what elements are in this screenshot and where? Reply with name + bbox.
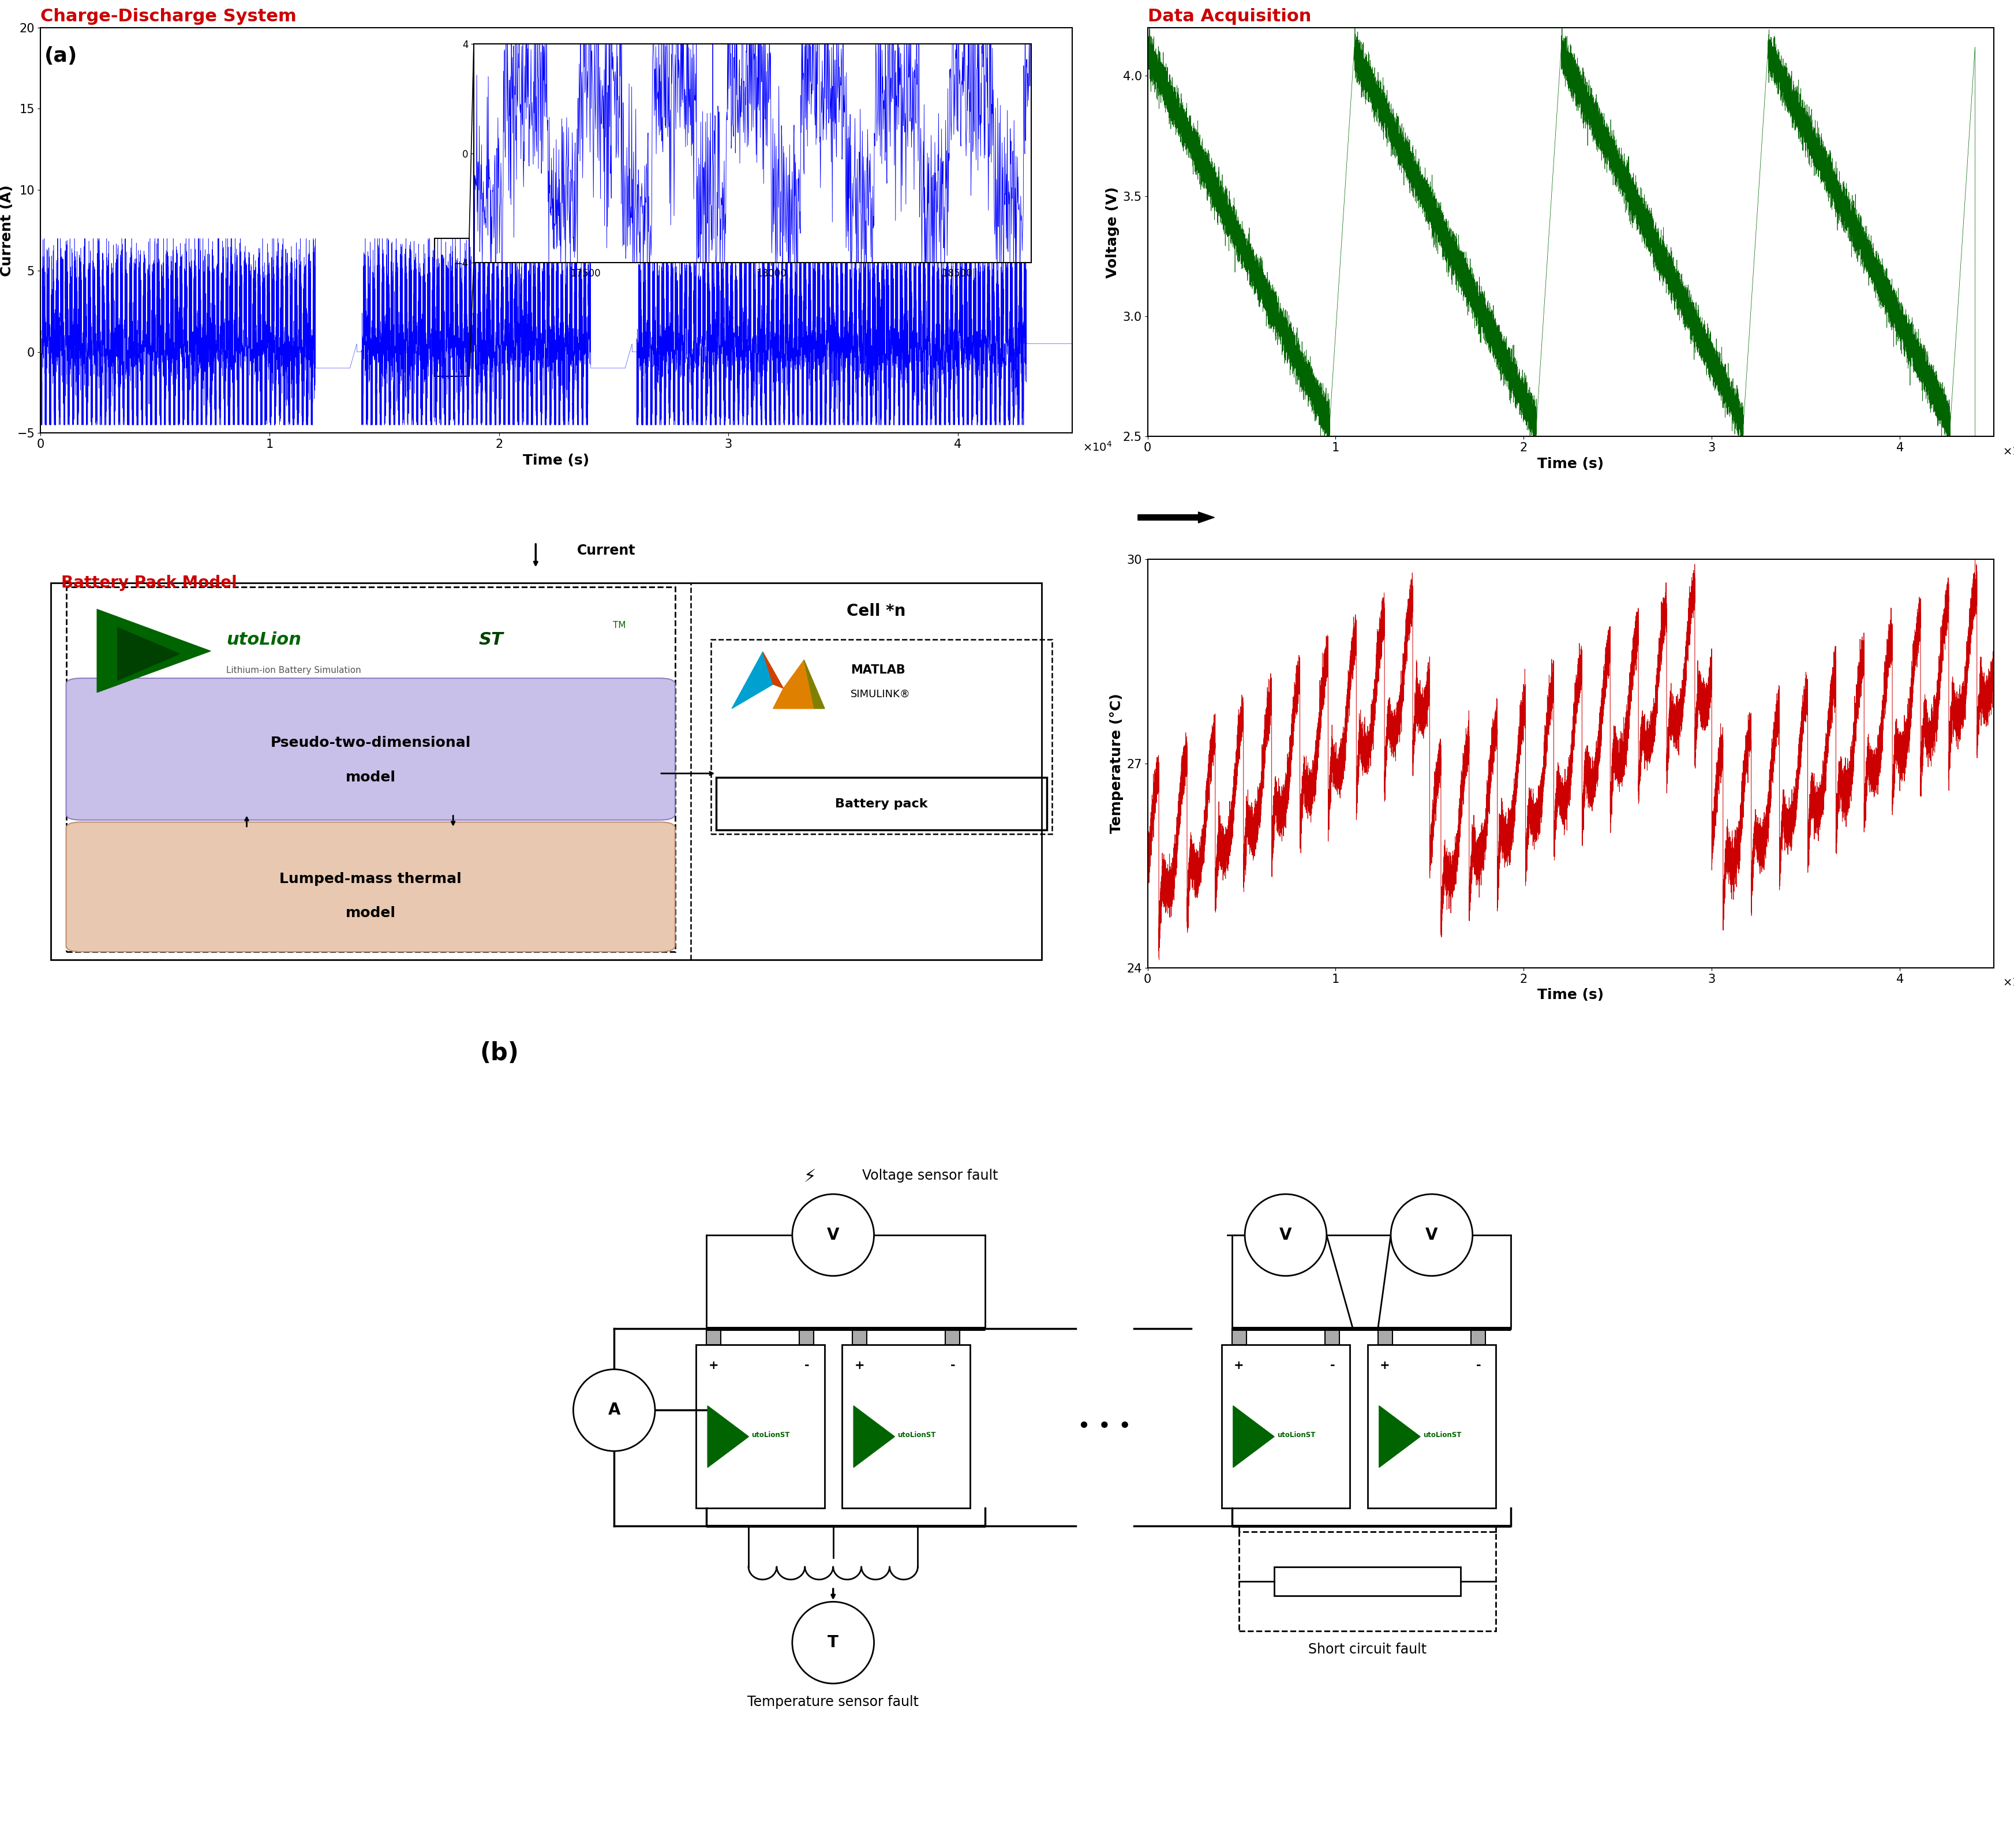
- Bar: [842, 1345, 971, 1508]
- Text: utoLion: utoLion: [226, 632, 300, 649]
- Text: Current: Current: [576, 543, 636, 558]
- Text: +: +: [1380, 1360, 1390, 1371]
- Text: Pseudo-two-dimensional: Pseudo-two-dimensional: [270, 736, 471, 750]
- Circle shape: [1392, 1194, 1472, 1275]
- Text: utoLionST: utoLionST: [898, 1432, 937, 1440]
- Text: Charge-Discharge System: Charge-Discharge System: [40, 7, 296, 24]
- Text: +: +: [709, 1360, 719, 1371]
- Bar: [1368, 1345, 1496, 1508]
- FancyBboxPatch shape: [66, 678, 675, 821]
- Text: (a): (a): [44, 46, 77, 67]
- Bar: [1325, 1329, 1339, 1345]
- Text: +: +: [1235, 1360, 1245, 1371]
- Polygon shape: [854, 1406, 894, 1467]
- Text: Battery Pack Model: Battery Pack Model: [60, 575, 238, 591]
- Bar: [945, 1329, 961, 1345]
- Text: -: -: [1476, 1360, 1480, 1371]
- Text: $\times 10^4$: $\times 10^4$: [1084, 442, 1112, 455]
- Bar: [711, 639, 1051, 833]
- Circle shape: [574, 1369, 655, 1451]
- Text: utoLionST: utoLionST: [1277, 1432, 1315, 1440]
- Bar: [1275, 1567, 1460, 1597]
- Bar: [852, 1329, 866, 1345]
- Text: Temperature sensor fault: Temperature sensor fault: [747, 1695, 918, 1709]
- Polygon shape: [117, 628, 179, 680]
- Polygon shape: [804, 660, 824, 708]
- Bar: [707, 1329, 721, 1345]
- Bar: [1220, 1345, 1349, 1508]
- X-axis label: Time (s): Time (s): [524, 453, 590, 468]
- Bar: [1233, 1329, 1247, 1345]
- Text: Cell *n: Cell *n: [846, 602, 906, 619]
- Polygon shape: [773, 660, 814, 708]
- Bar: [1470, 1329, 1486, 1345]
- Polygon shape: [731, 652, 773, 708]
- X-axis label: Time (s): Time (s): [1537, 456, 1603, 471]
- Text: model: model: [346, 906, 395, 920]
- FancyBboxPatch shape: [66, 822, 675, 952]
- Bar: [1378, 1329, 1392, 1345]
- Bar: [717, 778, 1047, 830]
- Text: model: model: [346, 771, 395, 784]
- Text: Lithium-ion Battery Simulation: Lithium-ion Battery Simulation: [226, 665, 361, 675]
- Circle shape: [1245, 1194, 1327, 1275]
- Text: ST: ST: [479, 632, 504, 649]
- Text: V: V: [828, 1227, 840, 1244]
- Y-axis label: Voltage (V): Voltage (V): [1106, 187, 1120, 277]
- Text: MATLAB: MATLAB: [850, 663, 904, 676]
- Polygon shape: [707, 1406, 749, 1467]
- Text: A: A: [608, 1403, 620, 1417]
- Bar: [697, 1345, 824, 1508]
- Bar: [800, 1329, 814, 1345]
- Text: Short circuit fault: Short circuit fault: [1309, 1643, 1426, 1656]
- Text: V: V: [1279, 1227, 1291, 1244]
- Text: • • •: • • •: [1077, 1416, 1132, 1438]
- Text: utoLionST: utoLionST: [1424, 1432, 1462, 1440]
- Text: -: -: [1329, 1360, 1335, 1371]
- Bar: [66, 588, 675, 952]
- Polygon shape: [1380, 1406, 1420, 1467]
- Polygon shape: [97, 610, 211, 693]
- Circle shape: [792, 1194, 874, 1275]
- Text: SIMULINK®: SIMULINK®: [850, 689, 910, 700]
- Text: Voltage sensor fault: Voltage sensor fault: [862, 1168, 999, 1183]
- Text: -: -: [804, 1360, 810, 1371]
- Circle shape: [792, 1602, 874, 1684]
- Text: Data Acquisition: Data Acquisition: [1148, 7, 1311, 24]
- Text: ⚡: ⚡: [804, 1168, 816, 1185]
- Text: T: T: [828, 1635, 838, 1650]
- Polygon shape: [1233, 1406, 1275, 1467]
- Text: TM: TM: [612, 621, 626, 630]
- Text: -: -: [951, 1360, 955, 1371]
- Text: V: V: [1426, 1227, 1438, 1244]
- Y-axis label: Temperature (°C): Temperature (°C): [1110, 693, 1124, 833]
- Text: Battery pack: Battery pack: [836, 798, 928, 809]
- Text: $\times 10^4$: $\times 10^4$: [2002, 445, 2014, 456]
- Polygon shape: [763, 652, 783, 687]
- Text: Lumped-mass thermal: Lumped-mass thermal: [280, 872, 461, 885]
- Text: +: +: [854, 1360, 864, 1371]
- X-axis label: Time (s): Time (s): [1537, 989, 1603, 1002]
- Text: utoLionST: utoLionST: [751, 1432, 789, 1440]
- Text: $\times 10^4$: $\times 10^4$: [2002, 976, 2014, 989]
- Bar: [435, 238, 469, 377]
- Y-axis label: Current (A): Current (A): [0, 185, 14, 275]
- Text: (b): (b): [479, 1040, 520, 1064]
- Bar: [1239, 1532, 1496, 1632]
